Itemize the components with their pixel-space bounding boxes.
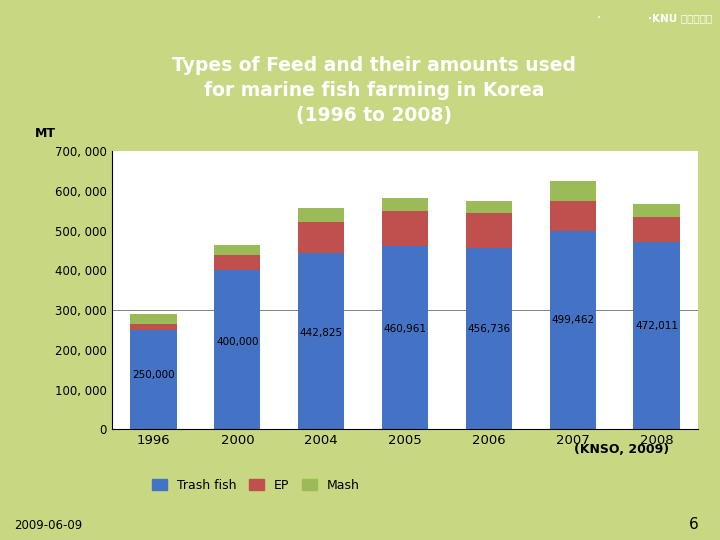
Bar — [298, 253, 344, 429]
Text: MT: MT — [35, 127, 56, 140]
Text: 2009-06-09: 2009-06-09 — [14, 519, 83, 532]
Bar — [634, 217, 680, 242]
Bar — [466, 200, 512, 213]
Bar — [215, 245, 261, 255]
Bar — [466, 248, 512, 429]
Text: 250,000: 250,000 — [132, 370, 175, 380]
Bar — [298, 222, 344, 253]
Bar — [382, 211, 428, 246]
Text: ·KNU 강원대학교: ·KNU 강원대학교 — [648, 13, 712, 23]
Text: 6: 6 — [688, 517, 698, 532]
Text: ·: · — [597, 11, 601, 25]
Bar — [130, 314, 176, 324]
Bar — [549, 181, 595, 201]
Bar — [634, 204, 680, 217]
Bar — [549, 201, 595, 231]
Bar — [215, 255, 261, 271]
Text: 442,825: 442,825 — [300, 328, 343, 338]
Bar — [549, 231, 595, 429]
Bar — [466, 213, 512, 248]
Bar — [130, 330, 176, 429]
Bar — [382, 199, 428, 211]
Text: 499,462: 499,462 — [551, 315, 594, 325]
Bar — [130, 324, 176, 330]
Bar — [298, 208, 344, 222]
Text: Types of Feed and their amounts used
for marine fish farming in Korea
(1996 to 2: Types of Feed and their amounts used for… — [172, 56, 577, 125]
Text: (KNSO, 2009): (KNSO, 2009) — [575, 443, 670, 456]
Legend: Trash fish, EP, Mash: Trash fish, EP, Mash — [147, 474, 365, 497]
Bar — [382, 246, 428, 429]
Text: 460,961: 460,961 — [384, 323, 426, 334]
Text: 472,011: 472,011 — [635, 321, 678, 331]
Bar — [634, 242, 680, 429]
Bar — [215, 271, 261, 429]
Text: 456,736: 456,736 — [467, 325, 510, 334]
Text: 400,000: 400,000 — [216, 337, 258, 347]
